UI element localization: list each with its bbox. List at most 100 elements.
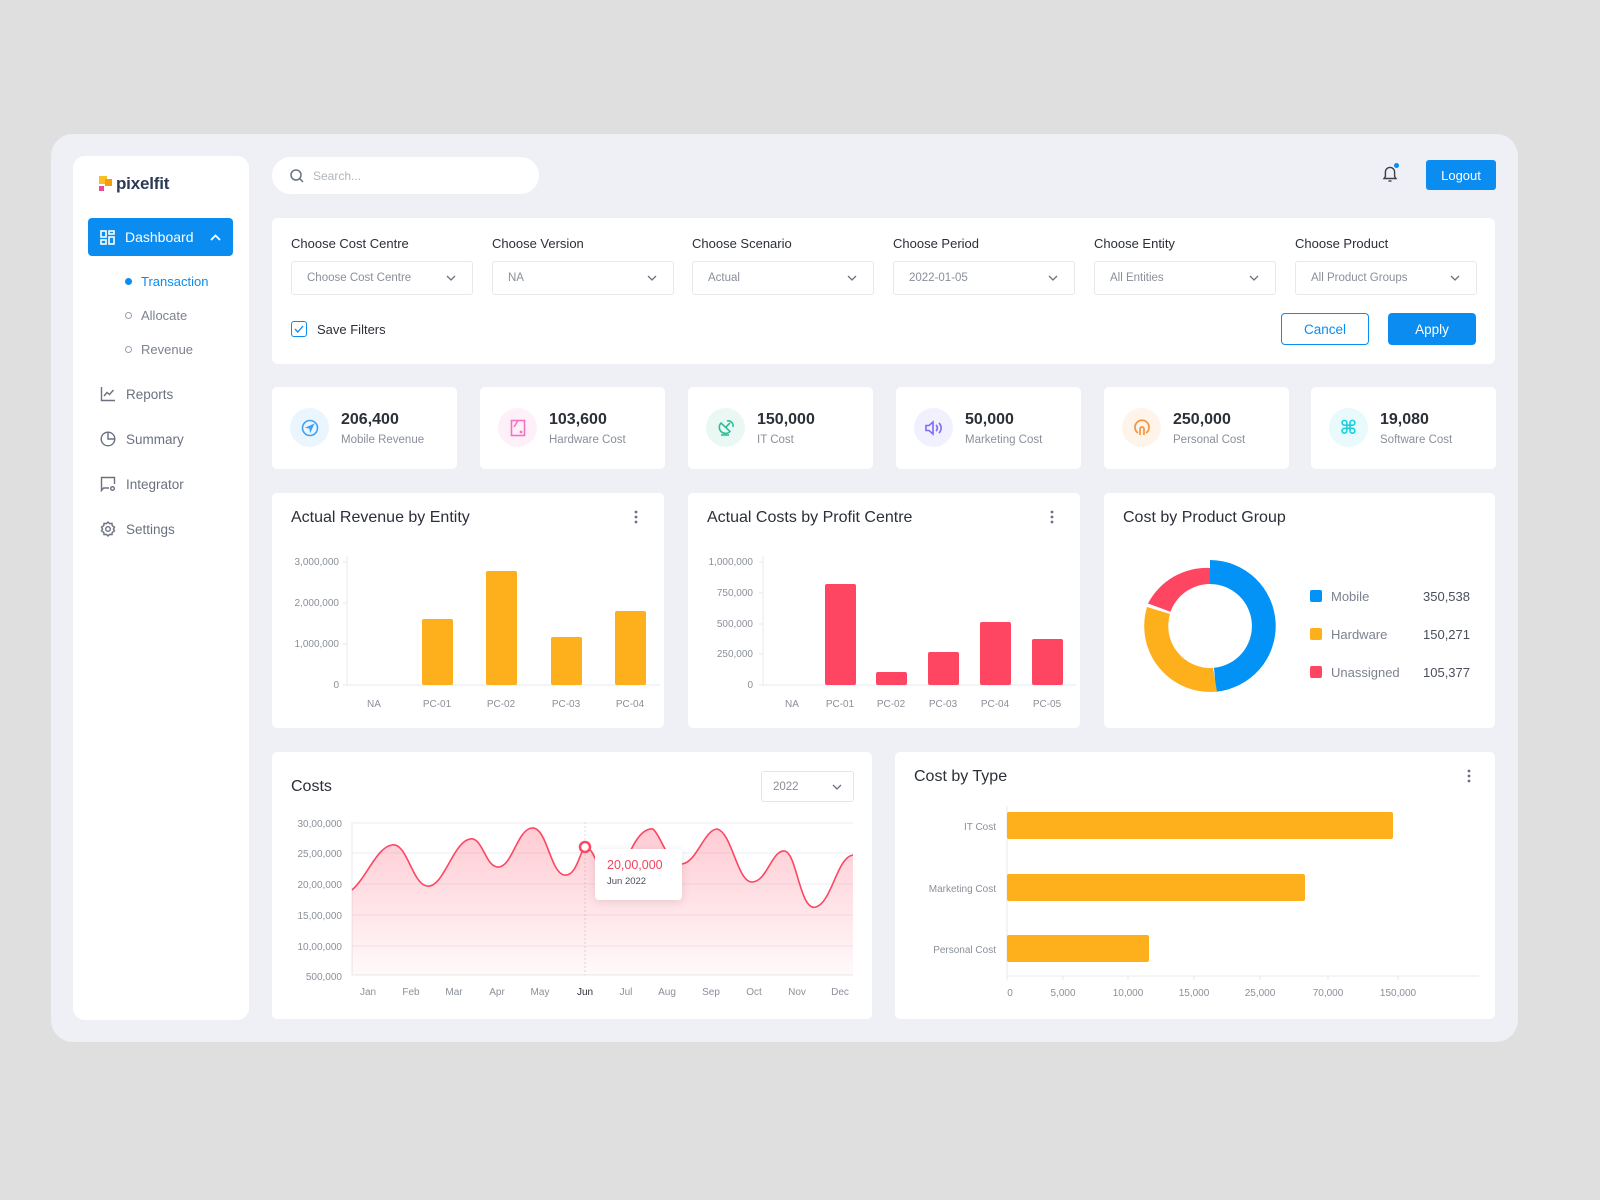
sidebar-subitem-label: Allocate <box>141 308 188 323</box>
checkbox-box[interactable] <box>291 321 307 337</box>
svg-text:70,000: 70,000 <box>1313 988 1344 999</box>
svg-text:PC-01: PC-01 <box>423 699 452 710</box>
select-value: 2022-01-05 <box>909 272 968 284</box>
sidebar-item-label: Reports <box>126 386 174 402</box>
sidebar-item-settings[interactable]: Settings <box>100 521 175 537</box>
svg-text:PC-04: PC-04 <box>616 699 645 710</box>
entity-select[interactable]: All Entities <box>1094 261 1276 295</box>
kebab-menu-icon[interactable] <box>634 509 638 525</box>
sidebar-item-summary[interactable]: Summary <box>100 431 184 447</box>
svg-text:25,00,000: 25,00,000 <box>298 849 343 860</box>
active-dot-icon <box>125 278 132 285</box>
product-select[interactable]: All Product Groups <box>1295 261 1477 295</box>
bar-marketing-cost <box>1007 874 1305 901</box>
filter-label: Choose Scenario <box>692 236 792 251</box>
stat-value: 250,000 <box>1173 411 1231 428</box>
svg-text:500,000: 500,000 <box>717 619 754 630</box>
svg-text:2,000,000: 2,000,000 <box>295 598 340 609</box>
notification-bell-button[interactable] <box>1382 163 1399 188</box>
cost-by-product-group-card: Cost by Product Group Mobile 350,538 Hard… <box>1104 493 1495 728</box>
stat-value: 206,400 <box>341 411 399 428</box>
legend-item-unassigned: Unassigned 105,377 <box>1310 653 1470 691</box>
kebab-menu-icon[interactable] <box>1050 509 1054 525</box>
period-select[interactable]: 2022-01-05 <box>893 261 1075 295</box>
pie-chart-icon <box>100 431 116 447</box>
save-filters-checkbox[interactable]: Save Filters <box>291 321 386 337</box>
svg-text:30,00,000: 30,00,000 <box>298 819 343 830</box>
svg-text:PC-02: PC-02 <box>877 699 906 710</box>
svg-text:Jul: Jul <box>620 987 633 998</box>
sidebar-subitem-allocate[interactable]: Allocate <box>125 308 187 323</box>
highlight-point <box>578 840 592 854</box>
sidebar-item-reports[interactable]: Reports <box>100 386 173 402</box>
speaker-icon <box>914 408 953 447</box>
cost-centre-select[interactable]: Choose Cost Centre <box>291 261 473 295</box>
bar-pc-05 <box>1032 639 1063 685</box>
chevron-down-icon <box>832 784 842 790</box>
logo[interactable]: pixelfit <box>99 174 169 194</box>
integrator-icon <box>100 476 116 492</box>
year-select[interactable]: 2022 <box>761 771 854 802</box>
svg-text:Feb: Feb <box>402 987 420 998</box>
stat-label: Hardware Cost <box>549 434 626 446</box>
select-value: All Entities <box>1110 272 1164 284</box>
svg-text:750,000: 750,000 <box>717 588 754 599</box>
costs-card: Costs 2022 30,00,000 25,00,000 20,00,000… <box>272 752 872 1019</box>
svg-text:PC-02: PC-02 <box>487 699 516 710</box>
donut-slice-hardware <box>1144 607 1217 692</box>
revenue-by-entity-card: Actual Revenue by Entity 3,000,000 2,000… <box>272 493 664 728</box>
svg-text:250,000: 250,000 <box>717 649 754 660</box>
card-title: Cost by Product Group <box>1123 509 1286 526</box>
brand-name: pixelfit <box>116 174 170 193</box>
cancel-button[interactable]: Cancel <box>1281 313 1369 345</box>
stat-card-mobile-revenue: 206,400 Mobile Revenue <box>272 387 457 469</box>
kebab-menu-icon[interactable] <box>1467 768 1471 784</box>
bar-personal-cost <box>1007 935 1149 962</box>
sidebar-subitem-revenue[interactable]: Revenue <box>125 342 193 357</box>
bar-pc-01 <box>422 619 453 685</box>
svg-text:15,00,000: 15,00,000 <box>298 911 343 922</box>
search-input[interactable] <box>313 168 513 183</box>
svg-text:20,00,000: 20,00,000 <box>298 880 343 891</box>
tablet-icon <box>498 408 537 447</box>
chevron-down-icon <box>847 275 857 281</box>
scenario-select[interactable]: Actual <box>692 261 874 295</box>
version-select[interactable]: NA <box>492 261 674 295</box>
logout-button[interactable]: Logout <box>1426 160 1496 190</box>
svg-text:5,000: 5,000 <box>1050 988 1075 999</box>
chevron-down-icon <box>1450 275 1460 281</box>
dashboard-grid-icon <box>100 229 115 245</box>
svg-text:NA: NA <box>367 699 381 710</box>
costs-bar-chart: 1,000,000 750,000 500,000 250,000 0 NA P… <box>709 556 1076 710</box>
app-window: pixelfit Dashboard Transaction Allocate … <box>51 134 1518 1042</box>
stat-label: IT Cost <box>757 434 794 446</box>
gear-icon <box>100 521 116 537</box>
bar-pc-02 <box>486 571 517 685</box>
svg-text:10,000: 10,000 <box>1113 988 1144 999</box>
sidebar: pixelfit Dashboard Transaction Allocate … <box>73 156 249 1020</box>
filter-product: Choose Product All Product Groups <box>1295 236 1477 295</box>
stat-card-personal-cost: 250,000 Personal Cost <box>1104 387 1289 469</box>
svg-text:0: 0 <box>747 680 753 691</box>
stat-card-software-cost: ⌘ 19,080 Software Cost <box>1311 387 1496 469</box>
sidebar-item-label: Dashboard <box>125 229 194 245</box>
sidebar-item-dashboard[interactable]: Dashboard <box>88 218 233 256</box>
svg-text:0: 0 <box>1007 988 1013 999</box>
stat-card-hardware-cost: 103,600 Hardware Cost <box>480 387 665 469</box>
sidebar-subitem-label: Transaction <box>141 274 209 289</box>
svg-text:0: 0 <box>333 680 339 691</box>
bar-it-cost <box>1007 812 1393 839</box>
donut-slice-mobile <box>1210 560 1276 692</box>
sidebar-subitem-transaction[interactable]: Transaction <box>125 274 208 289</box>
sidebar-item-integrator[interactable]: Integrator <box>100 476 184 492</box>
stat-card-marketing-cost: 50,000 Marketing Cost <box>896 387 1081 469</box>
bar-pc-01 <box>825 584 856 685</box>
command-icon: ⌘ <box>1329 408 1368 447</box>
checkbox-label: Save Filters <box>317 321 386 337</box>
svg-text:IT Cost: IT Cost <box>964 822 996 833</box>
svg-text:3,000,000: 3,000,000 <box>295 557 340 568</box>
svg-text:NA: NA <box>785 699 799 710</box>
apply-button[interactable]: Apply <box>1388 313 1476 345</box>
filter-entity: Choose Entity All Entities <box>1094 236 1276 295</box>
search-bar[interactable] <box>272 157 539 194</box>
